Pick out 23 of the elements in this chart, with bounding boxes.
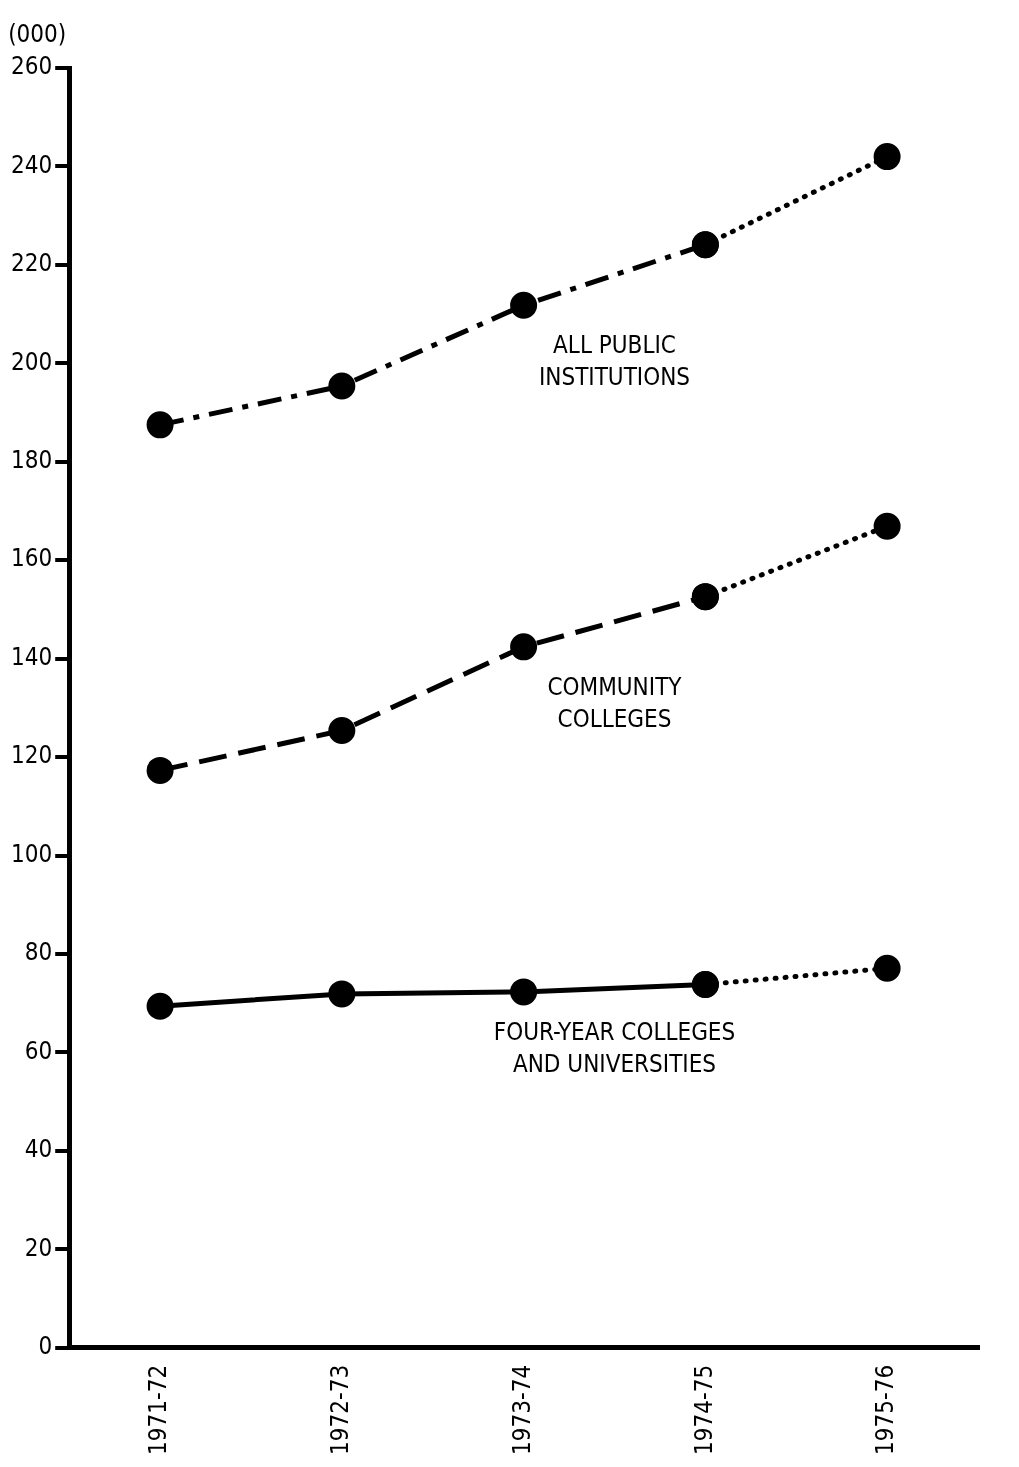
y-tick-label: 60 xyxy=(24,1036,53,1065)
y-tick-label: 40 xyxy=(24,1135,53,1164)
y-tick-label: 20 xyxy=(24,1233,53,1262)
x-tick-label: 1973-74 xyxy=(507,1364,536,1455)
series-label: ALL PUBLIC INSTITUTIONS xyxy=(538,331,691,392)
y-tick-label: 240 xyxy=(11,150,53,179)
series-label: FOUR-YEAR COLLEGES AND UNIVERSITIES xyxy=(493,1017,736,1078)
y-tick-label: 100 xyxy=(11,839,53,868)
x-tick-label: 1975-76 xyxy=(871,1364,900,1455)
series-label: COMMUNITY COLLEGES xyxy=(547,672,683,733)
y-axis-title: (000) xyxy=(8,20,67,48)
x-tick-label: 1971-72 xyxy=(144,1364,173,1455)
y-tick-label: 260 xyxy=(11,52,53,81)
x-tick-label: 1972-73 xyxy=(326,1364,355,1455)
y-tick-label: 160 xyxy=(11,544,53,573)
y-tick-label: 140 xyxy=(11,642,53,671)
y-tick-label: 0 xyxy=(38,1332,53,1361)
y-tick-label: 180 xyxy=(11,446,53,475)
y-tick-label: 200 xyxy=(11,347,53,376)
y-tick-label: 80 xyxy=(24,938,53,967)
y-tick-label: 220 xyxy=(11,249,53,278)
y-tick-label: 120 xyxy=(11,741,53,770)
x-tick-label: 1974-75 xyxy=(689,1364,718,1455)
